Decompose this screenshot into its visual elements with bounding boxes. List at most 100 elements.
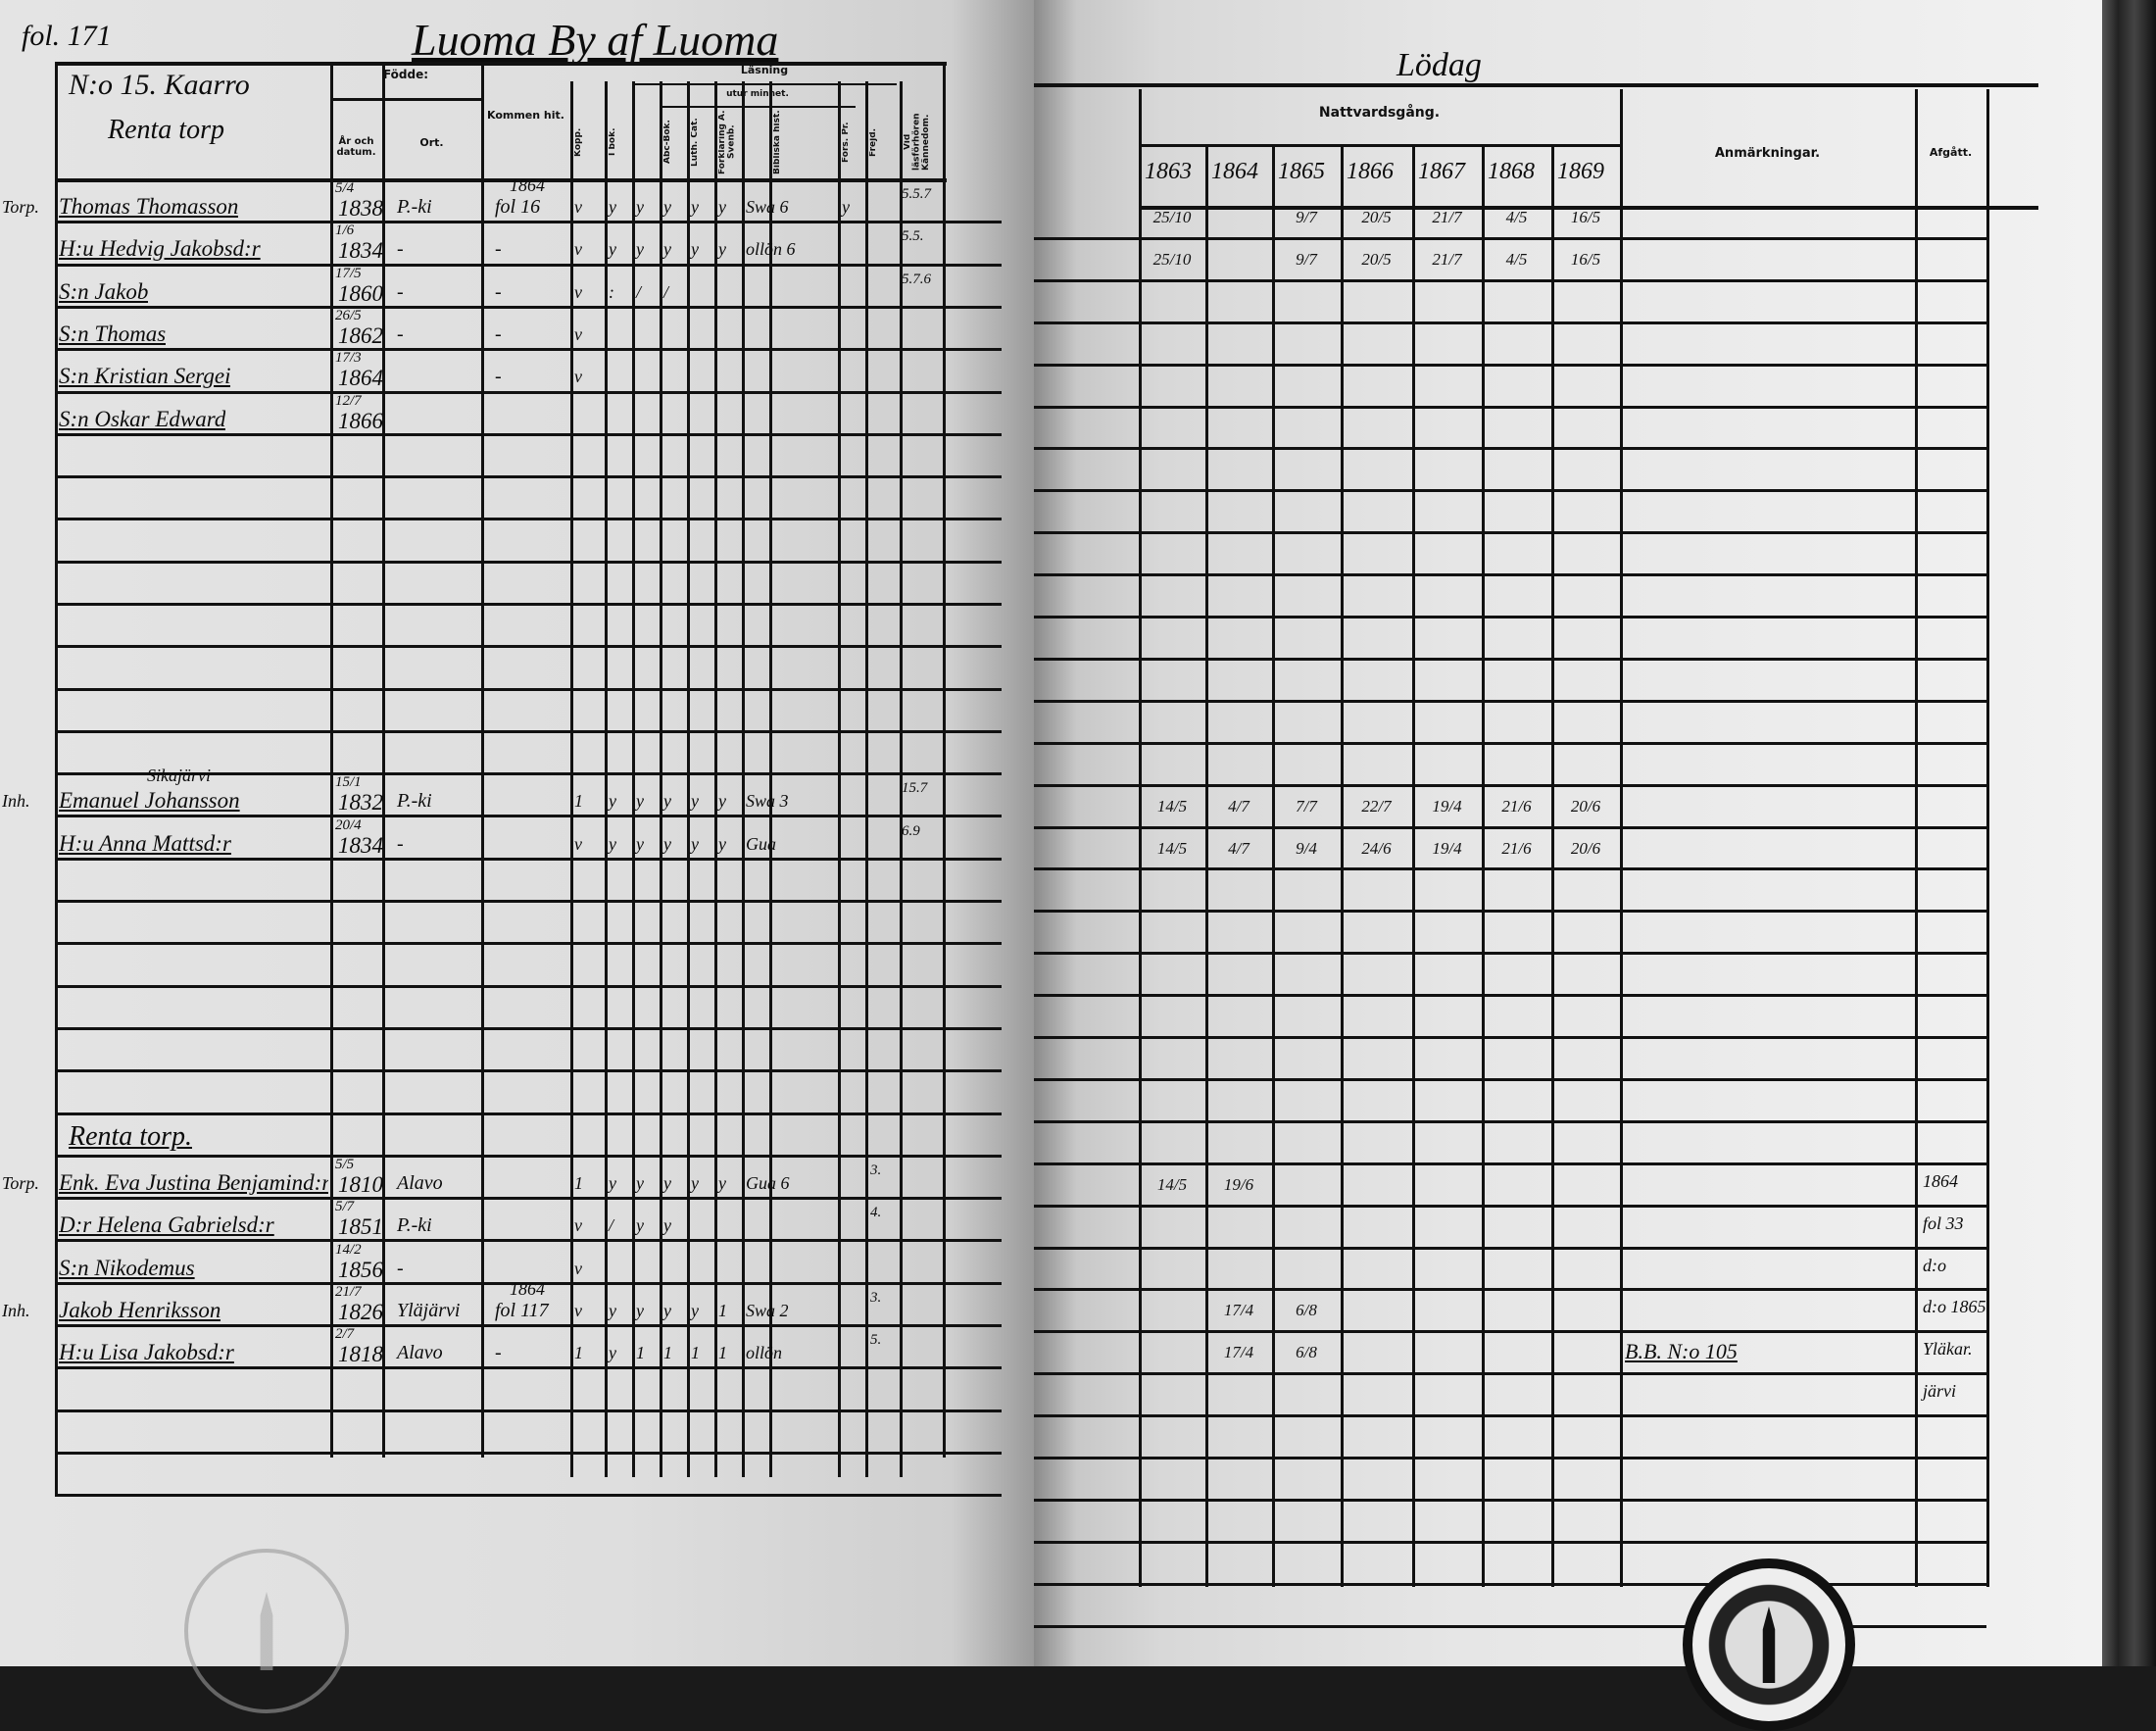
reading-mark: y: [691, 1173, 699, 1193]
rule-line: [55, 1069, 1002, 1072]
reading-mark: v: [574, 282, 582, 302]
reading-mark: y: [609, 197, 616, 217]
conduct-mark: 5.: [870, 1332, 882, 1348]
reading-mark: y: [609, 1301, 616, 1320]
header-reading: Läsning: [740, 64, 789, 76]
header-explanation: Förklaring A. Svenb.: [718, 110, 737, 174]
column-line: [1551, 144, 1554, 1587]
reading-mark: y: [691, 239, 699, 259]
page-title: Lödag: [1396, 47, 1482, 83]
birth-year: 1810: [338, 1172, 383, 1197]
birth-place: Alavo: [397, 1172, 443, 1194]
birth-place: -: [397, 833, 404, 855]
birth-day: 5/7: [335, 1199, 355, 1214]
rule-line: [55, 433, 1002, 436]
rule-line: [1034, 279, 1986, 282]
section-title: Renta torp.: [69, 1121, 192, 1152]
church-icon: [260, 1592, 273, 1670]
moved-out-note: fol 33: [1923, 1213, 1964, 1233]
right-page: Lödag Nattvardsgång. 1863 1864 1865 1866 1867 1…: [1034, 0, 2102, 1731]
birth-place: -: [397, 323, 404, 345]
header-church-prayers: Förs. Pr.: [842, 122, 851, 163]
header-communion: Nattvardsgång.: [1318, 105, 1441, 121]
knowledge-mark: 6.9: [902, 823, 920, 839]
rule-line: [1139, 206, 2038, 210]
reading-mark: 1: [718, 1343, 727, 1362]
rule-line: [55, 900, 1002, 903]
birth-year: 1818: [338, 1342, 383, 1366]
rule-line: [1034, 406, 1986, 409]
birth-day: 5/5: [335, 1157, 355, 1172]
communion-date: 21/7: [1432, 208, 1462, 226]
column-line: [1272, 144, 1275, 1587]
rule-line: [660, 106, 856, 108]
column-line: [570, 81, 573, 1477]
rule-line: [1034, 1372, 1986, 1375]
moved-out-note: 1864: [1923, 1171, 1958, 1191]
reading-mark: Gua 6: [746, 1173, 790, 1193]
rule-line: [55, 178, 947, 182]
arrived-ref: -: [495, 323, 502, 345]
person-name: D:r Helena Gabrielsd:r: [59, 1212, 274, 1237]
reading-mark: 1: [574, 1173, 583, 1193]
rule-line: [1034, 1414, 1986, 1417]
birth-year: 1838: [338, 196, 383, 221]
rule-line: [1034, 742, 1986, 745]
birth-year: 1834: [338, 833, 383, 858]
rule-line: [55, 348, 1002, 351]
rule-line: [55, 1452, 1002, 1455]
reading-mark: /: [609, 1215, 614, 1235]
communion-date: 16/5: [1570, 250, 1601, 269]
year-header: 1868: [1488, 159, 1535, 184]
rule-line: [55, 985, 1002, 988]
column-line: [714, 81, 717, 1477]
communion-date: 17/4: [1223, 1301, 1254, 1319]
sub-place-title: Renta torp: [108, 115, 224, 145]
column-line: [382, 62, 385, 1458]
rule-line: [1034, 1036, 1986, 1039]
birth-day: 14/2: [335, 1242, 362, 1258]
birth-year: 1864: [338, 366, 383, 390]
person-name: S:n Nikodemus: [59, 1256, 195, 1280]
communion-date: 9/4: [1296, 839, 1317, 858]
column-line: [660, 81, 662, 1477]
rule-line: [1034, 1247, 1986, 1250]
person-name: H:u Lisa Jakobsd:r: [59, 1340, 234, 1364]
rule-line: [1034, 237, 1986, 240]
column-line: [632, 81, 635, 1477]
margin-note: Inh.: [2, 791, 30, 811]
moved-out-note: d:o: [1923, 1256, 1946, 1275]
rule-line: [55, 815, 1002, 817]
reading-mark: Swa 3: [746, 791, 789, 811]
reading-mark: Swa 2: [746, 1301, 789, 1320]
reading-mark: :: [609, 282, 614, 302]
communion-date: 19/6: [1223, 1175, 1254, 1194]
column-line: [55, 62, 58, 1497]
column-line: [1412, 144, 1415, 1587]
rule-line: [1034, 952, 1986, 955]
birth-day: 21/7: [335, 1284, 362, 1300]
birth-year: 1826: [338, 1300, 383, 1324]
communion-date: 25/10: [1152, 250, 1192, 269]
reading-mark: y: [636, 834, 644, 854]
communion-date: 19/4: [1432, 797, 1462, 816]
reading-mark: y: [718, 834, 726, 854]
header-by-heart: utur minnet.: [726, 89, 789, 99]
column-line: [1915, 89, 1918, 1587]
reading-mark: y: [609, 1343, 616, 1362]
header-born: Födde:: [382, 68, 429, 81]
reading-mark: v: [574, 367, 582, 386]
communion-date: 25/10: [1152, 208, 1192, 226]
communion-date: 4/7: [1228, 839, 1250, 858]
rule-line: [55, 1366, 1002, 1369]
rule-line: [1034, 573, 1986, 576]
remarks-text: B.B. N:o 105: [1625, 1339, 1738, 1363]
birth-day: 17/5: [335, 266, 362, 281]
book-edge: [2102, 0, 2156, 1666]
communion-date: 21/6: [1501, 839, 1532, 858]
communion-date: 9/7: [1296, 208, 1317, 226]
birth-place: P.-ki: [397, 1214, 432, 1236]
rule-line: [55, 1282, 1002, 1285]
reading-mark: y: [636, 791, 644, 811]
reading-mark: 1: [691, 1343, 700, 1362]
